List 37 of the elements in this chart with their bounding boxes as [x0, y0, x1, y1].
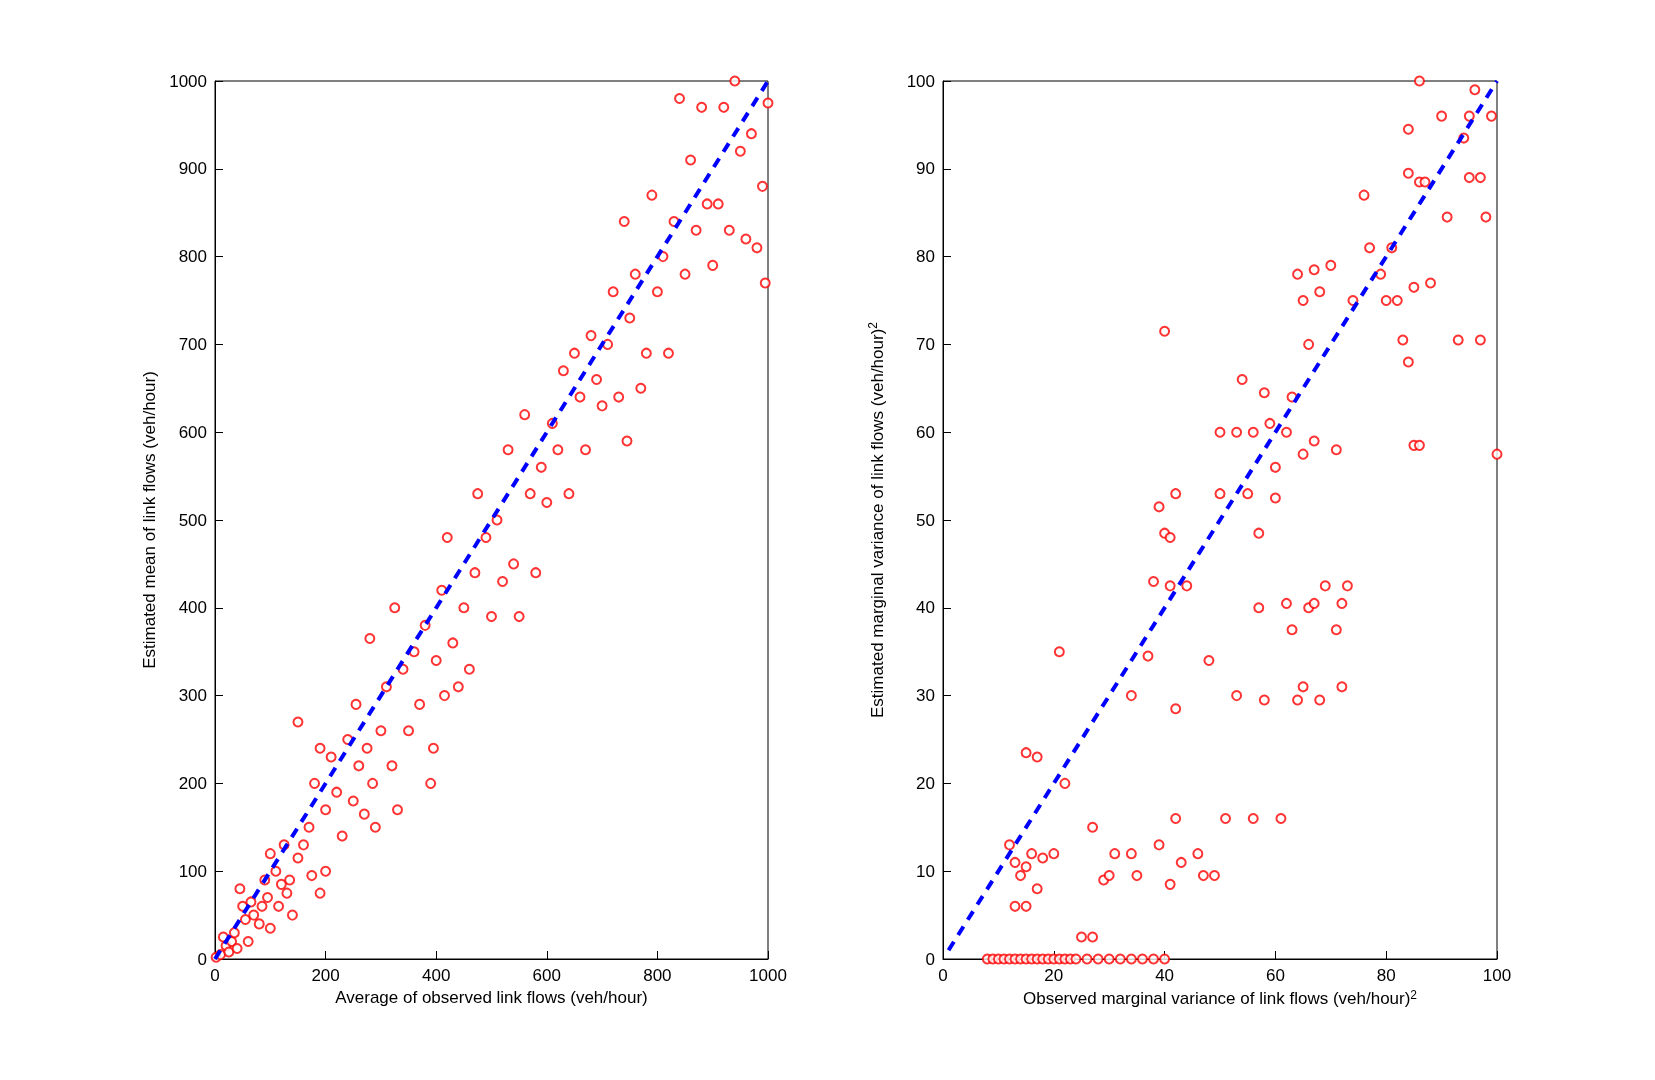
- y-tick-label: 900: [178, 159, 207, 179]
- x-axis-title: Average of observed link flows (veh/hour): [335, 987, 648, 1007]
- y-tick-label: 100: [906, 71, 935, 91]
- y-tick-label: 600: [178, 422, 207, 442]
- y-tick-label: 50: [916, 510, 935, 530]
- y-axis-title: Estimated mean of link flows (veh/hour): [140, 371, 160, 669]
- x-tick-label: 20: [1044, 966, 1064, 985]
- y-tick-label: 500: [178, 510, 207, 530]
- x-tick-label: 40: [1155, 966, 1175, 985]
- x-tick-label: 0: [938, 966, 948, 985]
- y-tick-label: 30: [916, 686, 935, 706]
- y-tick-label: 1000: [169, 71, 207, 91]
- y-tick-label: 70: [916, 334, 935, 354]
- x-tick-label: 100: [1482, 966, 1512, 985]
- y-tick-label: 0: [925, 949, 935, 969]
- y-tick-label: 800: [178, 247, 207, 267]
- y-axis-title: Estimated marginal variance of link flows (veh/hour)2: [866, 321, 887, 718]
- x-tick-label: 800: [643, 966, 672, 985]
- y-tick-label: 0: [197, 949, 207, 969]
- y-tick-label: 400: [178, 598, 207, 618]
- y-tick-label: 90: [916, 159, 935, 179]
- x-tick-label: 80: [1376, 966, 1396, 985]
- x-tick-label: 200: [311, 966, 340, 985]
- y-tick-label: 60: [916, 422, 935, 442]
- y-tick-label: 200: [178, 773, 207, 793]
- y-tick-label: 80: [916, 247, 935, 267]
- x-tick-label: 0: [210, 966, 220, 985]
- y-tick-label: 700: [178, 334, 207, 354]
- x-tick-label: 600: [532, 966, 561, 985]
- x-tick-label: 400: [422, 966, 451, 985]
- x-tick-label: 1000: [749, 966, 787, 985]
- y-tick-label: 300: [178, 686, 207, 706]
- y-tick-label: 40: [916, 598, 935, 618]
- y-tick-label: 10: [916, 861, 935, 881]
- y-tick-label: 20: [916, 773, 935, 793]
- x-tick-label: 60: [1265, 966, 1285, 985]
- y-tick-label: 100: [178, 861, 207, 881]
